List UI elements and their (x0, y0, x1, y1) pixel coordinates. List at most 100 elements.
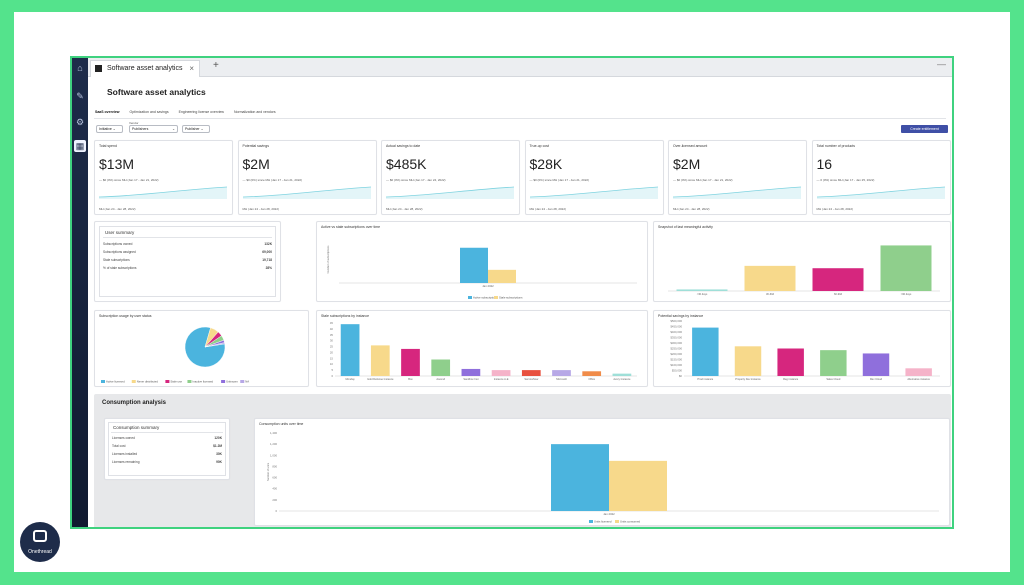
y-tick-label: 45 (330, 321, 334, 325)
bar[interactable] (777, 348, 804, 377)
chevron-down-icon: ⌄ (172, 127, 175, 131)
tools-icon[interactable]: ⚙ (75, 117, 85, 127)
dashboard-icon[interactable]: ▦ (74, 140, 86, 152)
legend-label: Stale subscriptions (499, 296, 523, 300)
kpi-card[interactable]: Actual savings to date $485K — $0 (0%) sin… (381, 140, 520, 215)
x-tick-label: Jan 2022 (603, 512, 615, 516)
filter-vendor-label: Vendor (129, 121, 139, 125)
y-tick-label: 15 (330, 356, 334, 360)
chart-title: Subscription usage by user status (99, 314, 152, 318)
kpi-sparkline (242, 186, 371, 199)
chart-title: Active vs stale subscriptions over time (321, 225, 381, 229)
kpi-sparkline (673, 186, 801, 199)
filter-publisher[interactable]: Publisher ⌄ (182, 125, 210, 133)
bar[interactable] (744, 265, 796, 291)
x-tick-label: Sales Cloud (826, 377, 841, 381)
bar[interactable] (460, 247, 488, 283)
bar[interactable] (612, 373, 632, 376)
y-tick-label: $0 (679, 374, 683, 378)
bar[interactable] (551, 444, 609, 511)
consumption-title: Consumption analysis (102, 400, 167, 406)
legend-label: Inactive licensed (192, 380, 213, 384)
x-tick-label: Rev Cloud (870, 377, 883, 381)
close-tab-icon[interactable]: × (189, 64, 194, 73)
bar[interactable] (521, 370, 541, 376)
tab-normalization[interactable]: Normalization and vendors (233, 110, 276, 114)
bar[interactable] (552, 370, 571, 376)
active-stale-chart: Jan 2022 Number of subscriptions Active su… (326, 245, 637, 300)
kpi-value: $28K (529, 156, 563, 172)
user-summary-row: Stale subscriptions 19,718 (103, 258, 272, 264)
bar[interactable] (340, 324, 360, 376)
x-tick-label: Property Dev instance (735, 377, 761, 381)
kpi-change: — $0 (0%) since MH (Jan 17 - Jan 24, 202… (386, 178, 446, 182)
x-tick-label: 60-90d (834, 292, 843, 296)
bar[interactable] (461, 368, 481, 376)
home-icon[interactable]: ⌂ (77, 63, 83, 73)
row-value: 120K (214, 436, 222, 440)
row-value: 132K (264, 242, 272, 246)
wrench-icon[interactable]: ✎ (76, 91, 84, 101)
bar[interactable] (905, 368, 932, 376)
legend-swatch (468, 296, 472, 299)
bar[interactable] (692, 327, 719, 376)
new-tab-button[interactable]: + (213, 60, 219, 71)
app-window: ⌂ ✎ ⚙ ▦ Software asset analytics × + — S… (70, 56, 954, 529)
y-tick-label: 800 (272, 464, 277, 468)
kpi-date: MH (Jan 24 - Jan 28, 2022) (242, 207, 280, 211)
active-stale-chart-card: Active vs stale subscriptions over time … (316, 221, 648, 302)
bar[interactable] (676, 289, 728, 291)
y-tick-label: 0 (275, 509, 277, 513)
kpi-date: MH (Jan 24 - Jan 28, 2022) (529, 207, 567, 211)
y-tick-label: $100,000 (670, 363, 682, 367)
bar[interactable] (820, 350, 847, 376)
bar[interactable] (880, 245, 932, 291)
consumption-row: Licenses owned 120K (112, 436, 222, 442)
y-tick-label: 1,200 (270, 442, 277, 446)
bar[interactable] (491, 370, 511, 376)
x-tick-label: ServiceNow (524, 377, 538, 381)
create-entitlement-button[interactable]: Create entitlement (901, 125, 948, 133)
legend-swatch (221, 380, 226, 383)
filter-vendor[interactable]: Publishers ⌄ (129, 125, 178, 133)
bar[interactable] (734, 346, 762, 376)
kpi-title: Total spend (99, 144, 117, 148)
kpi-value: $2M (673, 156, 701, 172)
y-tick-label: 25 (330, 345, 334, 349)
bar[interactable] (609, 460, 667, 511)
kpi-change: — 0 (0%) since MH (Jan 17 - Jan 25, 2022… (816, 178, 875, 182)
tab-software-asset-analytics[interactable]: Software asset analytics × (90, 60, 200, 77)
tab-optimization[interactable]: Optimization and savings (129, 110, 169, 114)
bar[interactable] (582, 371, 602, 376)
kpi-card[interactable]: Over-licensed amount $2M — $0 (0%) since M… (668, 140, 807, 215)
bar[interactable] (431, 359, 451, 376)
chart-title: Snapshot of last meaningful activity (658, 225, 713, 229)
kpi-sparkline (816, 186, 945, 199)
pie-slice[interactable] (204, 342, 225, 348)
bar[interactable] (488, 269, 516, 283)
kpi-card[interactable]: True-up cost $28K — $0 (0%) since MH (Jan … (524, 140, 664, 215)
bar[interactable] (370, 345, 390, 376)
tab-engineering[interactable]: Engineering license overview (178, 110, 224, 114)
minimize-icon[interactable]: — (937, 59, 946, 69)
kpi-card[interactable]: Total number of products 16 — 0 (0%) since… (811, 140, 951, 215)
legend-swatch (131, 380, 136, 383)
tab-saas-overview[interactable]: SaaS overview (95, 110, 120, 114)
kpi-value: $485K (386, 156, 427, 172)
legend: Active subscriptions Stale subscriptions (468, 296, 523, 300)
y-tick-label: 1,400 (270, 431, 277, 435)
kpi-card[interactable]: Total spend $13M — $0 (0%) since MH (Jan 1… (94, 140, 233, 215)
kpi-card[interactable]: Potential savings $2M — $0 (0%) since MH (… (237, 140, 377, 215)
y-axis-label: Number of subscriptions (326, 245, 330, 274)
y-tick-label: 0 (331, 374, 333, 378)
tab-bar: Software asset analytics × + — (88, 58, 952, 77)
bar[interactable] (812, 268, 864, 291)
kpi-change: — $0 (0%) since MH (Jan 17 - Jan 21, 202… (673, 178, 733, 182)
filter-initiative[interactable]: Initiative ⌄ (96, 125, 123, 133)
y-tick-label: 30 (330, 339, 334, 343)
bar[interactable] (401, 348, 420, 376)
y-tick-label: 200 (272, 498, 277, 502)
sparkline-area (673, 187, 801, 199)
bar[interactable] (862, 353, 890, 376)
